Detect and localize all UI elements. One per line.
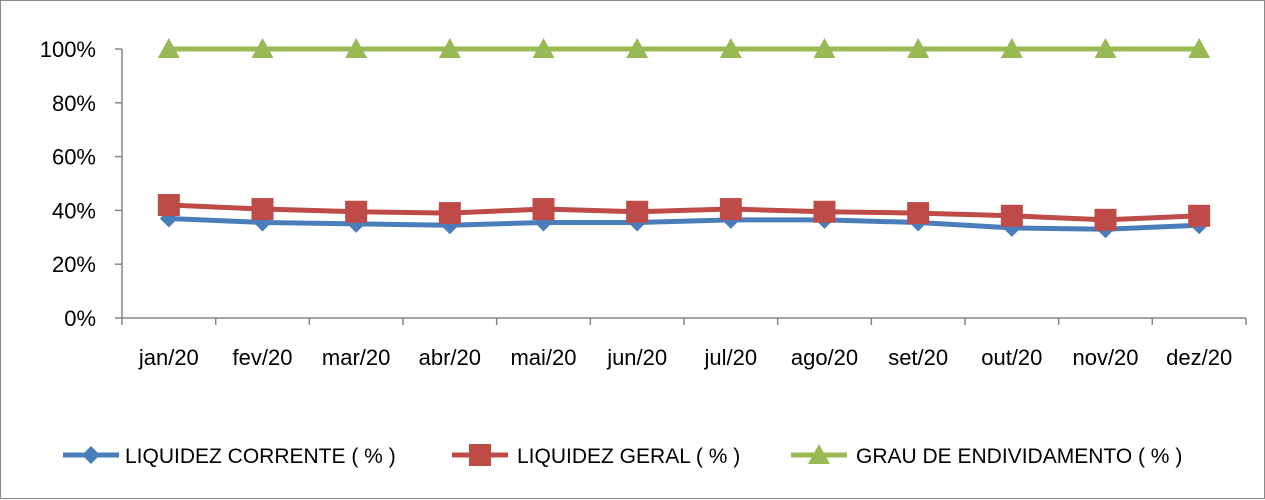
x-tick-label: fev/20 — [233, 345, 293, 370]
series-line-1 — [168, 215, 1200, 232]
series-3-point — [1000, 38, 1023, 58]
legend-label: GRAU DE ENDIVIDAMENTO ( % ) — [856, 445, 1182, 468]
series-2-point — [532, 198, 555, 221]
series-3-point — [157, 38, 180, 58]
series-2-point — [626, 200, 649, 223]
x-tick-label: mai/20 — [510, 345, 576, 370]
x-tick-label: jan/20 — [138, 345, 199, 370]
legend-label: LIQUIDEZ GERAL ( % ) — [517, 445, 740, 468]
x-tick-label: jun/20 — [606, 345, 667, 370]
x-tick-label: dez/20 — [1166, 345, 1232, 370]
legend-item-3: GRAU DE ENDIVIDAMENTO ( % ) — [791, 444, 1182, 468]
series-3-point — [1094, 38, 1117, 58]
legend-item-2: LIQUIDEZ GERAL ( % ) — [452, 444, 740, 468]
series-2-point — [345, 200, 368, 223]
series-2-point — [907, 202, 930, 225]
y-tick-label: 100% — [40, 37, 96, 62]
series-3-point — [251, 38, 274, 58]
series-3-point — [719, 38, 742, 58]
legend-swatch-marker — [808, 444, 830, 464]
x-tick-label: abr/20 — [419, 345, 481, 370]
x-tick-label: jul/20 — [704, 345, 758, 370]
legend-item-1: LIQUIDEZ CORRENTE ( % ) — [63, 445, 396, 468]
series-3-point — [907, 38, 930, 58]
x-tick-label: nov/20 — [1072, 345, 1138, 370]
series-3-point — [532, 38, 555, 58]
y-tick-label: 0% — [64, 306, 96, 331]
chart-axes: 0% 20% 40% 60% 80% 100% jan/20 fev/20 mar/20 abr/… — [40, 37, 1247, 370]
series-lines — [168, 46, 1200, 232]
x-tick-label: set/20 — [888, 345, 948, 370]
series-2-point — [157, 194, 180, 217]
series-2-point — [438, 202, 461, 225]
series-2-point — [1094, 208, 1117, 231]
x-tick-label: out/20 — [981, 345, 1042, 370]
series-3-point — [813, 38, 836, 58]
series-2-point — [251, 198, 274, 221]
legend-swatch-marker — [82, 446, 100, 464]
series-3-point — [626, 38, 649, 58]
x-tick-label: ago/20 — [791, 345, 858, 370]
legend-label: LIQUIDEZ CORRENTE ( % ) — [125, 445, 396, 468]
series-2-point — [813, 200, 836, 223]
series-3-point — [345, 38, 368, 58]
legend-swatch-marker — [469, 444, 491, 466]
y-tick-label: 80% — [52, 91, 96, 116]
series-3-point — [1188, 38, 1211, 58]
x-tick-label: mar/20 — [322, 345, 390, 370]
series-2-point — [719, 198, 742, 221]
series-2-point — [1000, 204, 1023, 227]
y-tick-label: 40% — [52, 198, 96, 223]
series-2-point — [1188, 204, 1211, 227]
y-tick-label: 60% — [52, 145, 96, 170]
series-line-2 — [168, 202, 1200, 223]
series-3-point — [438, 38, 461, 58]
chart-legend: LIQUIDEZ CORRENTE ( % ) LIQUIDEZ GERAL ( … — [63, 444, 1182, 468]
series-markers — [157, 38, 1211, 239]
y-tick-label: 20% — [52, 252, 96, 277]
